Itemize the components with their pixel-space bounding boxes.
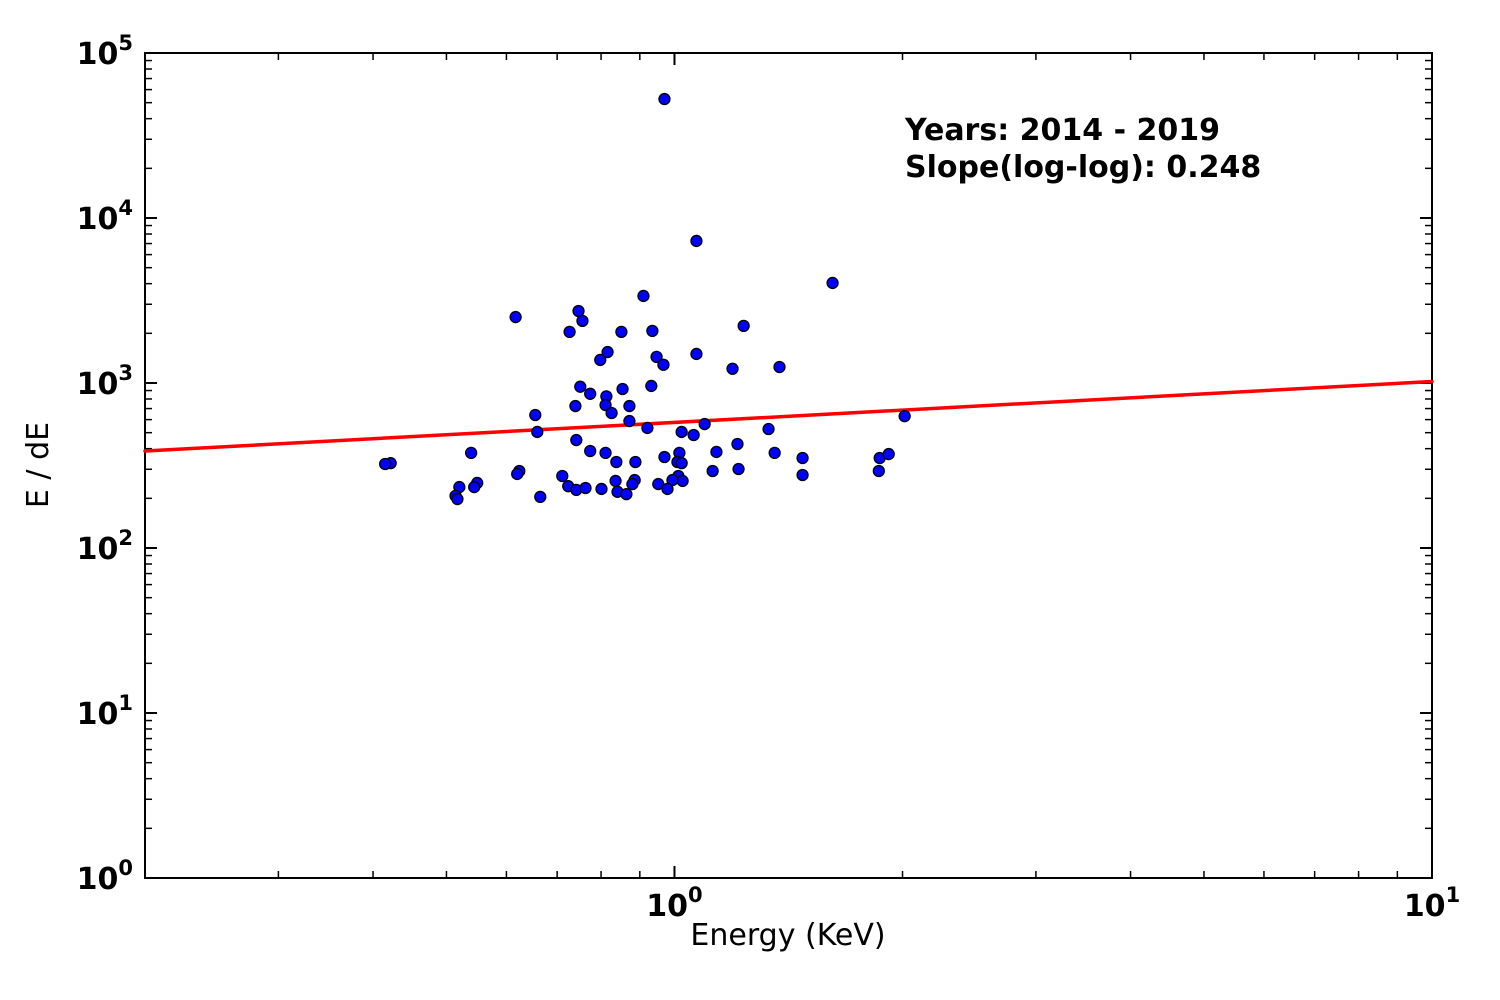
data-point (601, 345, 614, 359)
data-point (599, 398, 612, 412)
data-point (658, 450, 671, 464)
data-point (706, 464, 719, 478)
data-point (605, 406, 618, 420)
plot-generated-content: 100 101 100 101 102 103 104 105 (77, 31, 1461, 924)
axis-tick-labels: 100 101 100 101 102 103 104 105 (77, 31, 1461, 924)
data-point (732, 462, 745, 476)
data-point (451, 492, 464, 506)
scatter-points (378, 92, 911, 506)
data-point (690, 347, 703, 361)
plot-frame (144, 52, 1433, 879)
data-point (623, 414, 636, 428)
data-point (637, 289, 650, 303)
tick-label: 103 (77, 361, 133, 402)
data-point (773, 360, 786, 374)
data-point (898, 409, 911, 423)
tick-label: 105 (77, 31, 133, 72)
data-point (650, 350, 663, 364)
data-point (465, 446, 478, 460)
data-point (731, 437, 744, 451)
data-point (687, 428, 700, 442)
data-point (626, 477, 639, 491)
data-point (531, 425, 544, 439)
data-point (826, 276, 839, 290)
tick-label: 104 (77, 196, 133, 237)
annotation-slope: Slope(log-log): 0.248 (905, 150, 1261, 185)
data-point (584, 387, 597, 400)
data-point (509, 310, 522, 324)
data-point (737, 319, 750, 333)
data-point (610, 455, 623, 469)
data-point (645, 379, 658, 393)
data-point (511, 467, 524, 481)
tick-label: 101 (1404, 883, 1460, 924)
annotation-years: Years: 2014 - 2019 (904, 113, 1220, 148)
data-point (796, 468, 809, 482)
data-point (675, 425, 688, 439)
data-point (595, 482, 608, 496)
data-point (710, 445, 723, 459)
data-point (594, 353, 607, 367)
data-point (609, 474, 622, 488)
data-point (563, 325, 576, 339)
data-point (882, 447, 895, 461)
data-point (574, 380, 587, 393)
tick-label: 101 (77, 691, 133, 732)
data-point (629, 455, 642, 469)
data-point (534, 490, 547, 504)
data-point (616, 382, 629, 396)
data-point (768, 446, 781, 460)
data-point (576, 314, 589, 328)
data-point (661, 482, 674, 496)
y-axis-label: E / dE (21, 422, 56, 508)
data-point (599, 446, 612, 460)
data-point (698, 417, 711, 431)
data-point (620, 488, 633, 501)
data-point (468, 480, 481, 494)
data-point (658, 92, 671, 106)
data-point (579, 481, 592, 495)
data-point (570, 433, 583, 447)
data-point (569, 399, 582, 413)
data-point (726, 362, 739, 375)
x-axis-label: Energy (KeV) (690, 918, 885, 953)
tick-label: 102 (77, 526, 133, 567)
fit-line (143, 379, 1434, 453)
data-point (615, 325, 628, 339)
data-point (796, 451, 809, 465)
data-point (556, 469, 569, 483)
data-point (641, 421, 654, 435)
data-point (584, 444, 597, 458)
data-point (872, 464, 885, 478)
data-point (529, 408, 542, 422)
data-point (690, 234, 703, 248)
data-point (676, 474, 689, 488)
data-point (623, 399, 636, 413)
data-point (762, 422, 775, 436)
data-point (646, 324, 659, 338)
axis-ticks (145, 52, 1433, 879)
tick-label: 100 (646, 883, 702, 924)
data-point (378, 457, 392, 471)
data-point (657, 358, 670, 371)
tick-label: 100 (77, 856, 133, 897)
data-point (675, 456, 688, 470)
